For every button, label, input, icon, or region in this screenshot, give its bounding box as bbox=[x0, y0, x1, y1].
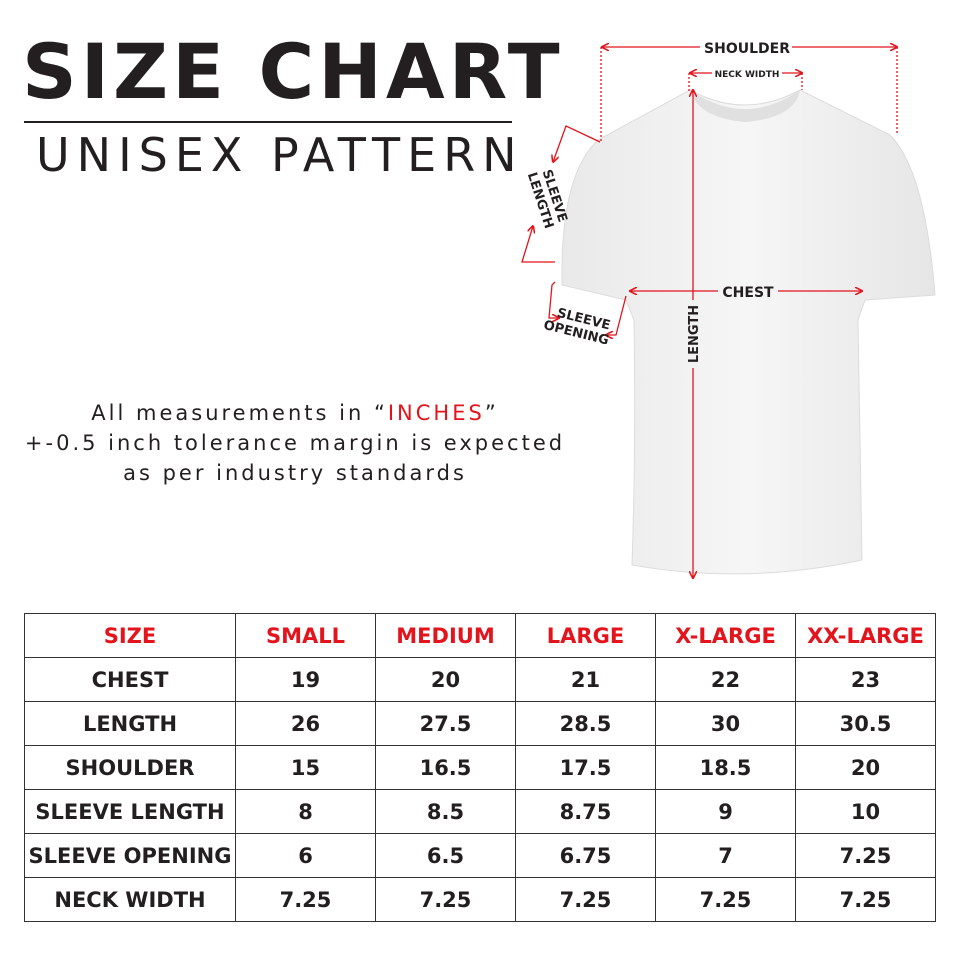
length-label: LENGTH bbox=[687, 305, 702, 363]
table-row: SLEEVE OPENING 6 6.5 6.75 7 7.25 bbox=[24, 833, 936, 878]
table-cell: 6.75 bbox=[515, 833, 656, 878]
chest-label: CHEST bbox=[722, 285, 774, 301]
table-row: CHEST 19 20 21 22 23 bbox=[24, 657, 936, 702]
table-row: LENGTH 26 27.5 28.5 30 30.5 bbox=[24, 701, 936, 746]
table-cell: 18.5 bbox=[655, 745, 796, 790]
column-header: SIZE bbox=[24, 613, 236, 658]
neck-width-label: NECK WIDTH bbox=[715, 70, 780, 80]
table-cell: 23 bbox=[795, 657, 936, 702]
table-cell: 7.25 bbox=[795, 877, 936, 922]
table-cell: 21 bbox=[515, 657, 656, 702]
table-cell: 28.5 bbox=[515, 701, 656, 746]
table-cell: 8 bbox=[235, 789, 376, 834]
table-cell: 20 bbox=[375, 657, 516, 702]
row-label: LENGTH bbox=[24, 701, 236, 746]
sleeve-length-measure-line bbox=[553, 125, 601, 162]
shoulder-label: SHOULDER bbox=[704, 41, 790, 57]
table-cell: 7.25 bbox=[515, 877, 656, 922]
measurement-unit-note: All measurements in “INCHES” bbox=[0, 398, 590, 428]
row-label: SLEEVE LENGTH bbox=[24, 789, 236, 834]
table-cell: 6 bbox=[235, 833, 376, 878]
page-title: SIZE CHART bbox=[22, 27, 564, 116]
table-row: SHOULDER 15 16.5 17.5 18.5 20 bbox=[24, 745, 936, 790]
tshirt-measurement-diagram: SHOULDER NECK WIDTH CHEST LENGTH SLEEVE … bbox=[521, 41, 936, 600]
table-row: SLEEVE LENGTH 8 8.5 8.75 9 10 bbox=[24, 789, 936, 834]
table-cell: 7 bbox=[655, 833, 796, 878]
table-cell: 30 bbox=[655, 701, 796, 746]
table-cell: 20 bbox=[795, 745, 936, 790]
table-cell: 6.5 bbox=[375, 833, 516, 878]
table-row: NECK WIDTH 7.25 7.25 7.25 7.25 7.25 bbox=[24, 877, 936, 922]
row-label: NECK WIDTH bbox=[24, 877, 236, 922]
tshirt-icon bbox=[561, 89, 936, 575]
table-header-row: SIZE SMALL MEDIUM LARGE X-LARGE XX-LARGE bbox=[24, 613, 936, 658]
title-divider bbox=[24, 121, 512, 123]
table-cell: 9 bbox=[655, 789, 796, 834]
column-header: SMALL bbox=[235, 613, 376, 658]
table-cell: 26 bbox=[235, 701, 376, 746]
sleeve-opening-measure-line bbox=[606, 295, 627, 335]
table-cell: 16.5 bbox=[375, 745, 516, 790]
table-cell: 8.5 bbox=[375, 789, 516, 834]
row-label: CHEST bbox=[24, 657, 236, 702]
note-text: ” bbox=[484, 401, 499, 425]
table-cell: 7.25 bbox=[375, 877, 516, 922]
table-cell: 17.5 bbox=[515, 745, 656, 790]
table-cell: 10 bbox=[795, 789, 936, 834]
table-cell: 8.75 bbox=[515, 789, 656, 834]
tolerance-note: +-0.5 inch tolerance margin is expected bbox=[24, 431, 566, 455]
table-cell: 7.25 bbox=[795, 833, 936, 878]
row-label: SHOULDER bbox=[24, 745, 236, 790]
column-header: X-LARGE bbox=[655, 613, 796, 658]
column-header: MEDIUM bbox=[375, 613, 516, 658]
table-cell: 7.25 bbox=[655, 877, 796, 922]
table-cell: 27.5 bbox=[375, 701, 516, 746]
table-cell: 15 bbox=[235, 745, 376, 790]
row-label: SLEEVE OPENING bbox=[24, 833, 236, 878]
size-table: SIZE SMALL MEDIUM LARGE X-LARGE XX-LARGE… bbox=[24, 613, 936, 922]
page-subtitle: UNISEX PATTERN bbox=[36, 128, 524, 182]
column-header: LARGE bbox=[515, 613, 656, 658]
column-header: XX-LARGE bbox=[795, 613, 936, 658]
table-cell: 7.25 bbox=[235, 877, 376, 922]
table-cell: 30.5 bbox=[795, 701, 936, 746]
table-cell: 22 bbox=[655, 657, 796, 702]
unit-label: INCHES bbox=[387, 401, 485, 425]
note-text: All measurements in “ bbox=[91, 401, 388, 425]
standards-note: as per industry standards bbox=[123, 461, 467, 485]
table-cell: 19 bbox=[235, 657, 376, 702]
